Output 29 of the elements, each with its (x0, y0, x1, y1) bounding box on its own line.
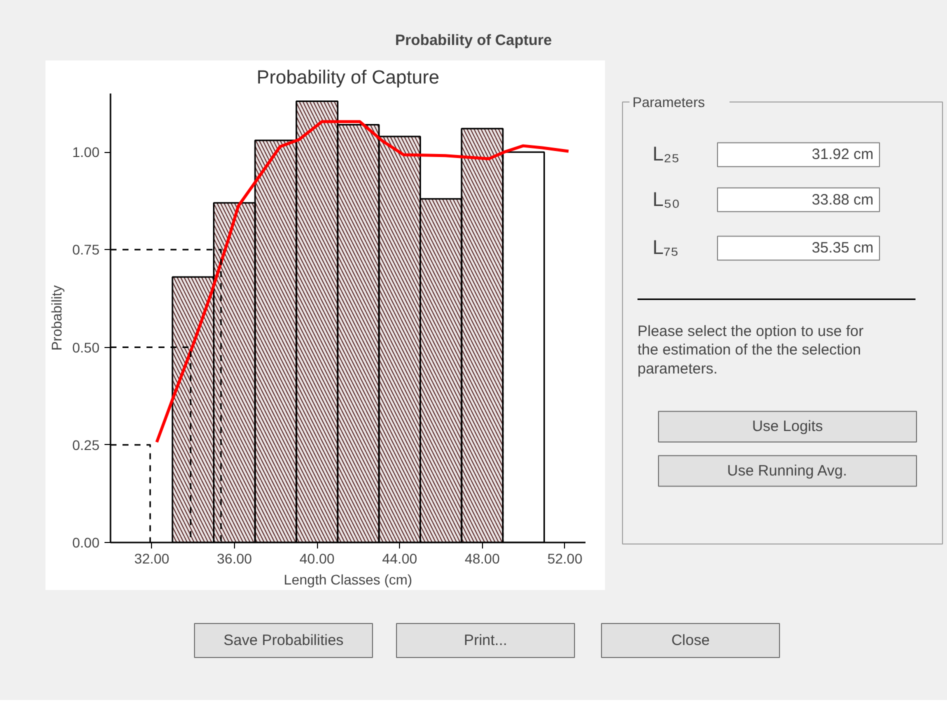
text: Use Logits (752, 418, 823, 436)
y-tick-label: 0.25 (72, 436, 100, 453)
x-tick-label: 40.00 (300, 550, 335, 566)
text: Please select the option to use for the estimation of the the selection parameters. (638, 323, 864, 378)
text: L₅₀ (652, 188, 680, 211)
y-tick-label: 1.00 (72, 144, 100, 160)
text: 35.35 cm (812, 240, 874, 257)
text: 31.92 cm (812, 146, 874, 164)
text: Use Running Avg. (727, 462, 847, 480)
text: Probability of Capture (395, 32, 552, 49)
x-tick-label: 36.00 (216, 550, 252, 566)
text: Print... (464, 632, 508, 649)
y-axis-title: Probability (48, 285, 64, 351)
x-tick-label: 44.00 (382, 550, 418, 566)
y-tick-label: 0.50 (72, 339, 100, 356)
x-tick-label: 48.00 (464, 550, 500, 566)
text: Close (671, 632, 710, 649)
text: Save Probabilities (223, 632, 344, 649)
y-tick-label: 0.75 (72, 242, 100, 258)
x-tick-label: 32.00 (134, 550, 170, 566)
chart-title: Probability of Capture (256, 68, 440, 88)
text: Parameters (632, 94, 705, 110)
x-axis-title: Length Classes (cm) (284, 572, 412, 588)
text: L₇₅ (652, 237, 679, 260)
text: 33.88 cm (812, 191, 874, 208)
line-series (155, 120, 570, 444)
x-tick-label: 52.00 (547, 550, 583, 566)
y-tick-label: 0.00 (72, 534, 100, 550)
text: L₂₅ (652, 144, 680, 166)
